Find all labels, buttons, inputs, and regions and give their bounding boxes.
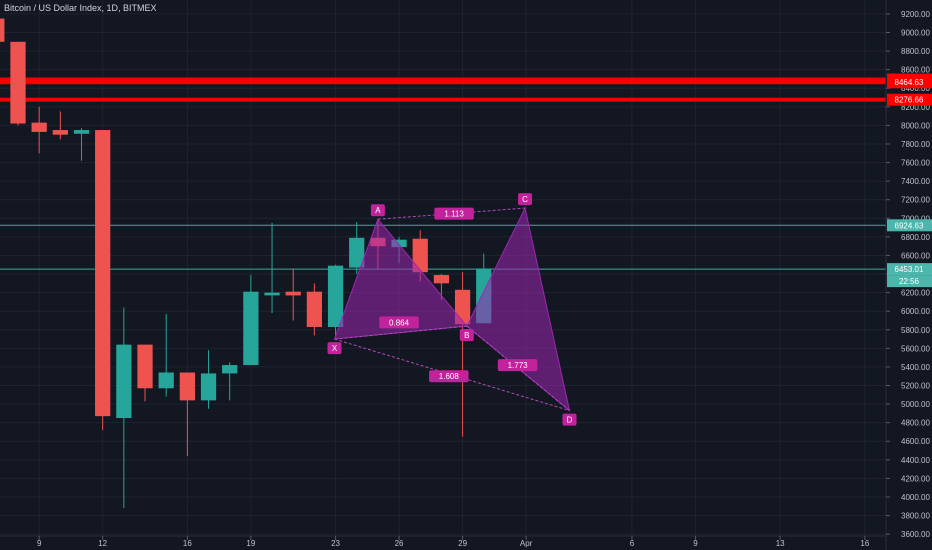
candle-body[interactable] [454,289,471,325]
point-label-box [518,193,533,206]
y-tick-label: 8600.00 [901,66,930,75]
ratio-label-box [497,359,538,372]
candle-body[interactable] [306,291,323,327]
candle-body[interactable] [243,291,259,366]
point-label-d: D [567,416,573,425]
candle-body[interactable] [222,365,238,374]
x-tick-label: 29 [458,539,467,548]
y-tick-label: 7800.00 [901,140,930,149]
y-tick-label: 4000.00 [901,493,930,502]
level-price-label: 6453.01 [895,265,924,274]
y-tick-label: 6000.00 [901,307,930,316]
point-label-c: C [522,195,528,204]
x-tick-label: 13 [776,539,785,548]
y-tick-label: 8800.00 [901,47,930,56]
y-tick-label: 5400.00 [901,363,930,372]
y-tick-label: 4200.00 [901,474,930,483]
y-tick-label: 9200.00 [901,10,930,19]
point-label-box [370,204,385,217]
y-tick-label: 5800.00 [901,326,930,335]
pattern-ratio-line [334,325,467,340]
point-label-box [562,413,577,426]
countdown-label: 22:56 [899,277,920,286]
candle-body[interactable] [200,373,217,401]
x-tick-label: 9 [37,539,42,548]
candle-body[interactable] [116,344,132,419]
candle-body[interactable] [10,41,26,124]
candle-body[interactable] [52,130,68,135]
y-tick-label: 7600.00 [901,159,930,168]
candle-body[interactable] [433,274,450,284]
ratio-label: 1.608 [439,372,460,381]
candle-body[interactable] [285,291,301,296]
level-price-label: 6924.63 [895,221,924,230]
countdown-tag [887,275,932,288]
y-tick-label: 6800.00 [901,233,930,242]
level-price-label: 8276.66 [895,96,924,105]
y-tick-label: 5000.00 [901,400,930,409]
point-label-a: A [375,206,381,215]
y-tick-label: 8400.00 [901,84,930,93]
y-tick-label: 3800.00 [901,512,930,521]
price-axis-labels: 3600.00 3800.00 4000.00 4200.00 4400.00 4600.… [886,10,932,539]
ratio-label-box [379,316,419,329]
pattern-ratio-line [377,207,526,220]
y-tick-label: 8000.00 [901,121,930,130]
y-tick-label: 6600.00 [901,251,930,260]
y-tick-label: 4800.00 [901,419,930,428]
y-tick-label: 4400.00 [901,456,930,465]
y-tick-label: 7400.00 [901,177,930,186]
candle-body[interactable] [158,372,174,389]
y-tick-label: 5600.00 [901,344,930,353]
y-tick-label: 9000.00 [901,29,930,38]
level-price-tag [887,76,932,89]
y-tick-label: 6200.00 [901,289,930,298]
candle-body[interactable] [95,130,111,417]
ratio-label-box [429,370,469,383]
x-tick-label: 16 [183,539,192,548]
x-tick-label: 6 [630,539,635,548]
harmonic-pattern: 1.113 0.864 1.608 1.773 X A B C D [327,193,577,426]
level-price-label: 8464.63 [895,78,924,87]
chart-title: Bitcoin / US Dollar Index, 1D, BITMEX [4,3,157,13]
candle-body[interactable] [264,292,280,296]
horizontal-levels [0,77,886,270]
x-tick-label: 23 [331,539,340,548]
candle-body[interactable] [137,344,153,389]
level-price-tag [887,219,932,232]
point-label-box [459,329,474,342]
x-tick-label: 19 [246,539,255,548]
level-price-tag [887,93,932,106]
x-tick-label: 9 [693,539,698,548]
y-tick-label: 7200.00 [901,196,930,205]
y-tick-label: 3600.00 [901,530,930,539]
y-tick-label: 8200.00 [901,103,930,112]
point-label-b: B [464,331,469,340]
ratio-label: 1.773 [508,361,529,370]
time-axis[interactable]: 9 12 16 19 23 26 29 Apr 6 9 13 16 [0,535,886,548]
candle-body[interactable] [327,265,344,327]
x-tick-label: 16 [860,539,869,548]
x-tick-label: Apr [520,539,533,548]
ratio-label: 1.113 [444,210,464,219]
point-label-x: X [332,344,338,353]
candle-body[interactable] [31,122,47,132]
candle-body[interactable] [412,238,428,273]
candle-body[interactable] [0,18,5,42]
x-tick-label: 12 [98,539,107,548]
level-price-tag [887,263,932,276]
candle-body[interactable] [349,237,365,268]
candle-body[interactable] [179,372,195,401]
ratio-label-box [434,207,474,220]
y-tick-label: 5200.00 [901,382,930,391]
point-label-box [327,342,342,355]
candle-body[interactable] [73,130,90,134]
x-tick-label: 26 [395,539,404,548]
y-tick-label: 7000.00 [901,214,930,223]
y-tick-label: 4600.00 [901,437,930,446]
candle-body[interactable] [391,239,407,248]
ratio-label: 0.864 [389,318,410,327]
